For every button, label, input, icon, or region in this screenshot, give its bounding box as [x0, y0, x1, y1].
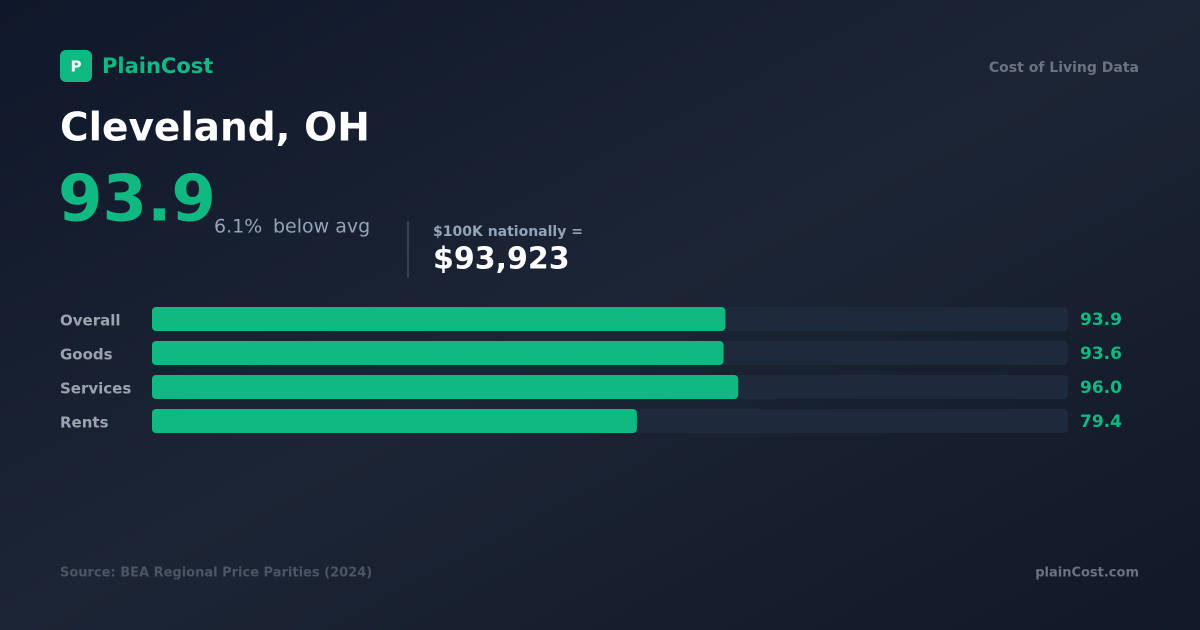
- bar: [152, 375, 739, 399]
- site: plainCost.com: [1035, 566, 1139, 581]
- value-label: 79.4: [1080, 412, 1122, 432]
- category-label: Rents: [60, 414, 109, 432]
- value-label: 96.0: [1080, 378, 1122, 398]
- logo-mark: [60, 50, 92, 82]
- bar: [152, 307, 726, 331]
- diff-label: below avg: [273, 216, 370, 238]
- value-label: 93.6: [1080, 344, 1122, 364]
- bar: [152, 409, 637, 433]
- equiv-value: $93,923: [433, 242, 570, 277]
- brand: PlainCost: [102, 54, 213, 78]
- source: Source: BEA Regional Price Parities (202…: [60, 566, 372, 581]
- diff-value: 6.1%: [214, 216, 262, 238]
- tagline: Cost of Living Data: [989, 60, 1139, 76]
- bar-chart: Overall 93.9 Goods 93.6 Services 96.0 Rents 79.…: [60, 307, 1122, 433]
- category-label: Goods: [60, 346, 113, 364]
- equiv-label: $100K nationally =: [433, 224, 583, 240]
- category-label: Overall: [60, 312, 121, 330]
- value-label: 93.9: [1080, 310, 1122, 330]
- index-value: 93.9: [58, 163, 216, 237]
- logo-letter: P: [71, 58, 82, 76]
- category-label: Services: [60, 380, 131, 398]
- bar: [152, 341, 724, 365]
- city-title: Cleveland, OH: [60, 106, 370, 151]
